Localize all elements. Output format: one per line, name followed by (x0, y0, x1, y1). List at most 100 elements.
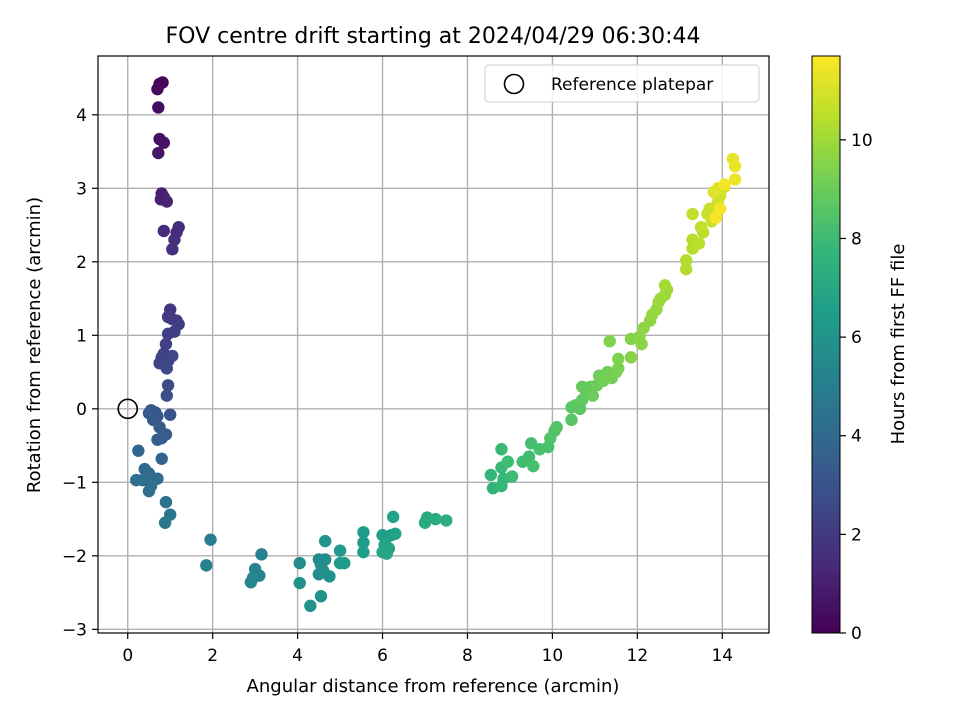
data-point (312, 567, 326, 581)
data-point (161, 379, 175, 392)
colorbar-tick-label: 8 (851, 229, 862, 249)
data-point (142, 484, 156, 498)
legend-box (484, 64, 760, 103)
scatter-points (130, 76, 742, 613)
y-tick-label: −1 (62, 473, 87, 493)
y-tick-label: −3 (62, 620, 87, 640)
data-point (501, 455, 515, 468)
data-point (357, 536, 370, 549)
y-tick-label: 0 (76, 400, 87, 420)
colorbar (811, 55, 841, 634)
data-point (357, 545, 370, 559)
data-point (244, 576, 258, 589)
chart-title: FOV centre drift starting at 2024/04/29 … (166, 24, 701, 49)
x-tick-label: 8 (462, 646, 473, 666)
data-point (159, 495, 173, 509)
data-point (132, 444, 145, 457)
data-point (658, 279, 672, 292)
data-point (575, 380, 589, 393)
data-point (603, 334, 616, 348)
data-point (160, 195, 173, 208)
data-point (505, 470, 519, 483)
data-point (679, 262, 693, 276)
data-point (155, 452, 168, 465)
x-tick-label: 0 (122, 646, 133, 666)
colorbar-tick-label: 0 (851, 624, 862, 644)
data-point (319, 534, 332, 548)
data-point (159, 337, 173, 351)
data-point (624, 351, 638, 364)
data-point (484, 468, 498, 482)
data-point (200, 559, 213, 572)
x-axis-label: Angular distance from reference (arcmin) (247, 676, 620, 697)
data-point (152, 146, 165, 160)
x-tick-label: 14 (711, 646, 733, 666)
colorbar-tick-label: 10 (851, 131, 873, 151)
x-tick-label: 12 (627, 646, 649, 666)
x-tick-label: 10 (542, 646, 564, 666)
data-point (333, 556, 347, 570)
data-point (679, 254, 693, 267)
y-tick-label: −2 (62, 547, 87, 567)
colorbar-label: Hours from first FF file (888, 244, 909, 445)
data-point (304, 599, 317, 613)
data-point (586, 389, 599, 402)
data-point (166, 243, 179, 256)
data-point (389, 527, 402, 540)
data-point (612, 352, 625, 366)
data-point (718, 178, 731, 191)
data-point (151, 82, 164, 96)
data-point (333, 544, 347, 557)
data-point (293, 576, 306, 590)
x-axis-ticks: 0 2 4 6 8 10 12 14 (122, 633, 733, 666)
data-point (707, 185, 720, 199)
grid-lines (98, 56, 769, 633)
x-tick-label: 6 (377, 646, 388, 666)
legend-label: Reference platepar (551, 75, 713, 95)
y-tick-label: 1 (76, 326, 87, 346)
data-point (204, 533, 217, 546)
data-point (686, 207, 699, 221)
y-tick-label: 4 (76, 106, 87, 126)
data-point (160, 362, 173, 375)
data-point (728, 160, 742, 173)
data-point (323, 570, 336, 583)
colorbar-tick-label: 2 (851, 525, 862, 545)
legend: Reference platepar (484, 64, 760, 103)
data-point (709, 211, 723, 224)
data-point (160, 389, 173, 402)
data-point (440, 514, 453, 527)
data-point (429, 512, 442, 526)
data-point (168, 233, 181, 246)
data-point (612, 362, 625, 375)
data-point (314, 590, 328, 603)
y-tick-label: 2 (76, 253, 87, 273)
data-point (694, 221, 708, 234)
data-point (386, 510, 400, 524)
x-tick-label: 2 (207, 646, 218, 666)
data-point (151, 433, 164, 446)
data-point (495, 443, 508, 456)
y-tick-label: 3 (76, 179, 87, 199)
data-point (635, 337, 648, 351)
data-point (161, 327, 175, 341)
data-point (163, 408, 177, 421)
reference-platepar-marker (117, 398, 139, 420)
data-point (255, 548, 268, 561)
colorbar-tick-label: 4 (851, 427, 862, 447)
data-point (565, 413, 578, 427)
x-tick-label: 4 (292, 646, 303, 666)
data-point (550, 420, 563, 434)
y-axis-ticks: −3 −2 −1 0 1 2 3 4 (62, 106, 98, 640)
data-point (293, 556, 306, 570)
data-point (158, 516, 172, 529)
data-point (522, 450, 536, 463)
data-point (357, 526, 370, 539)
colorbar-tick-label: 6 (851, 328, 862, 348)
data-point (157, 224, 171, 238)
colorbar-ticks: 0 2 4 6 8 10 (840, 131, 873, 644)
data-point (157, 136, 171, 149)
data-point (152, 101, 165, 114)
data-point (692, 237, 706, 250)
